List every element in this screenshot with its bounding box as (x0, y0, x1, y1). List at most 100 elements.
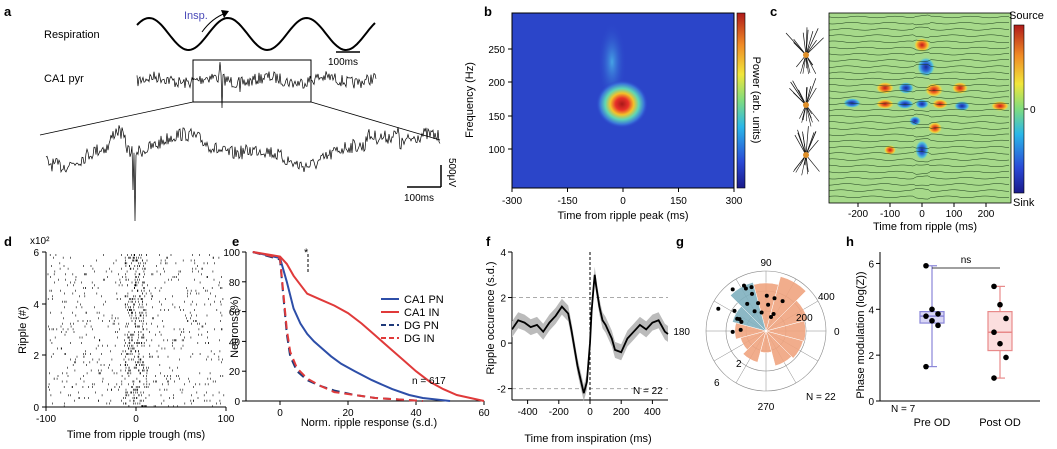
ripple-occurrence-line (511, 274, 669, 394)
occurrence-ytick: 2 (500, 294, 506, 305)
box-data-point (923, 363, 929, 370)
polar-angle-label: 270 (758, 402, 775, 413)
csd-trace-line (829, 121, 1010, 125)
dendrite (802, 32, 807, 56)
csd-trace-line (828, 34, 1010, 38)
occurrence-xtick: 200 (613, 407, 630, 418)
panel-f-letter: f (486, 234, 491, 249)
csd-trace-line (828, 52, 1010, 56)
box-data-point (1003, 354, 1009, 361)
polar-dot (772, 296, 777, 301)
dendrite (805, 31, 814, 56)
cumulative-xtick: 40 (410, 408, 422, 419)
polar-angle-label: 180 (673, 327, 690, 338)
sink-blob (915, 140, 929, 160)
panel-h: h 6 4 2 0 ns N = 7 Pre OD Post OD Phase mod… (846, 234, 1040, 429)
dendrite (805, 131, 817, 156)
panel-b-letter: b (484, 4, 492, 19)
dendrite (793, 154, 807, 172)
raster-ytick: 6 (33, 248, 39, 259)
box-data-point (991, 283, 997, 290)
phase-modulation-category: Post OD (979, 417, 1021, 429)
panel-c: c -20 (770, 4, 1044, 233)
phase-modulation-boxes (919, 262, 1013, 381)
dendrite (805, 29, 809, 56)
zoom-trace (45, 125, 441, 222)
raster-y-ticks: 6 4 2 0 (33, 248, 46, 414)
polar-radial-label: 6 (714, 378, 720, 389)
sink-blob (909, 116, 921, 126)
polar-dot (750, 291, 754, 296)
csd-trace-line (828, 170, 1010, 175)
spectrogram-colorbar (736, 12, 746, 189)
csd-trace-line (828, 14, 1010, 19)
polar-bar (765, 276, 807, 332)
csd-trace-line (828, 59, 1010, 63)
panel-a-letter: a (4, 4, 12, 19)
csd-trace-line (828, 158, 1010, 163)
source-blob (914, 38, 930, 52)
raster-multiplier: x10² (30, 236, 50, 247)
csd-xlabel: Time from ripple (ms) (873, 221, 977, 233)
cumulative-n-label: n = 617 (412, 376, 446, 387)
legend-entry: DG IN (404, 333, 435, 345)
legend-entry: CA1 IN (404, 307, 440, 319)
sink-blob (954, 101, 970, 111)
cumulative-xtick: 60 (478, 408, 490, 419)
panel-f: f -400 -200 0 200 400 4 2 0 -2 N = 22 Time from … (485, 234, 669, 445)
source-blob (932, 99, 948, 109)
occurrence-ytick: 4 (500, 248, 506, 259)
polar-bar (732, 306, 767, 332)
csd-trace-line (828, 46, 1010, 51)
dendrite (794, 134, 807, 156)
ca1-trace (136, 61, 377, 109)
box-data-point (923, 262, 929, 269)
csd-xtick: -200 (848, 209, 868, 220)
polar-dot (780, 299, 785, 304)
dendrite (795, 154, 807, 173)
csd-x-ticks: -200 -100 0 100 200 (848, 203, 995, 220)
spectrogram-ylabel: Frequency (Hz) (464, 62, 476, 138)
source-blob (952, 82, 968, 94)
csd-colorbar (1013, 24, 1025, 194)
source-blob (876, 99, 894, 109)
csd-trace-line (828, 22, 1010, 26)
csd-trace-line (828, 84, 1010, 88)
polar-dot (766, 302, 771, 307)
csd-trace-line (828, 188, 1010, 192)
polar-dot (759, 310, 764, 315)
panel-e-letter: e (232, 234, 239, 249)
occurrence-xtick: -200 (549, 407, 569, 418)
polar-dot (716, 306, 721, 311)
polar-dot (749, 285, 754, 290)
csd-trace-line (828, 164, 1010, 167)
dendrite (802, 134, 807, 156)
box-data-point (929, 306, 935, 313)
panel-a: a Respiration Insp. 100ms CA1 pyr 100ms … (4, 4, 457, 222)
panel-g-letter: g (676, 234, 684, 249)
occurrence-xtick: -400 (518, 407, 538, 418)
sink-blob (898, 82, 914, 94)
box-data-point (923, 313, 929, 319)
polar-dot (752, 309, 757, 314)
csd-trace-line (828, 113, 1010, 118)
box-data-point (997, 301, 1003, 308)
phase-mod-ytick: 2 (868, 351, 874, 362)
csd-trace-line (828, 108, 1010, 112)
polar-dot (745, 301, 750, 306)
phase-mod-ytick: 0 (868, 397, 874, 408)
spectrogram-ytick: 250 (488, 45, 505, 56)
spectrogram-ytick: 150 (488, 112, 505, 123)
source-blob (876, 82, 894, 94)
dendrite (805, 139, 819, 156)
polar-dot (771, 312, 776, 316)
spectrogram-xlabel: Time from ripple peak (ms) (557, 210, 688, 222)
raster-ylabel: Ripple (#) (17, 306, 29, 354)
cumulative-lines (252, 251, 485, 402)
csd-trace-line (828, 96, 1010, 100)
csd-xtick: 0 (919, 209, 925, 220)
sink-blob (915, 99, 929, 109)
csd-trace-line (828, 150, 1010, 155)
